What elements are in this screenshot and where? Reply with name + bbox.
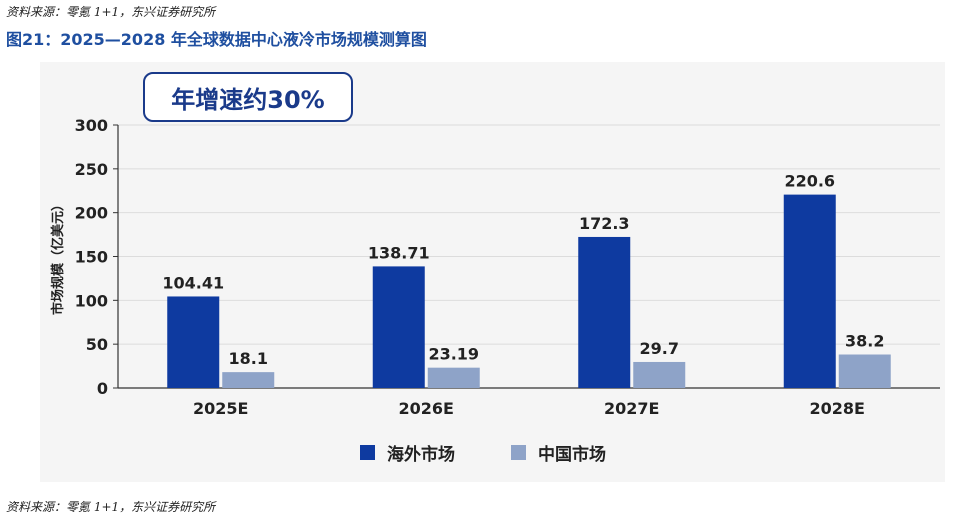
x-tick-label: 2028E [810, 399, 865, 418]
bar [427, 367, 480, 388]
data-label: 104.41 [162, 273, 224, 292]
data-label: 138.71 [368, 243, 430, 262]
legend: 海外市场 中国市场 [360, 440, 606, 465]
source-note-top: 资料来源：零氪 1+1，东兴证券研究所 [6, 5, 216, 19]
x-tick-label: 2027E [604, 399, 659, 418]
data-label: 29.7 [640, 339, 679, 358]
legend-label-overseas: 海外市场 [387, 445, 455, 465]
bar [578, 236, 631, 388]
y-tick-label: 200 [75, 204, 108, 223]
y-tick-label: 50 [86, 335, 108, 354]
legend-item-china: 中国市场 [511, 440, 606, 465]
source-note-bottom: 资料来源：零氪 1+1，东兴证券研究所 [6, 500, 216, 514]
bar [783, 194, 836, 388]
x-tick-label: 2025E [193, 399, 248, 418]
y-tick-label: 0 [97, 379, 108, 398]
y-tick-label: 150 [75, 248, 108, 267]
legend-item-overseas: 海外市场 [360, 440, 455, 465]
data-label: 38.2 [845, 332, 884, 351]
figure-title: 图21：2025—2028 年全球数据中心液冷市场规模测算图 [6, 30, 427, 49]
legend-label-china: 中国市场 [538, 445, 606, 465]
y-axis-title: 市场规模（亿美元） [50, 198, 66, 315]
growth-badge: 年增速约30% [143, 72, 353, 122]
bar [633, 361, 686, 388]
y-tick-label: 250 [75, 160, 108, 179]
data-label: 172.3 [579, 214, 630, 233]
legend-swatch-china [511, 445, 526, 460]
data-label: 23.19 [428, 345, 479, 364]
x-tick-label: 2026E [399, 399, 454, 418]
y-tick-label: 100 [75, 291, 108, 310]
bar [222, 372, 275, 388]
data-label: 18.1 [229, 349, 268, 368]
bar [167, 296, 220, 388]
data-label: 220.6 [784, 172, 835, 191]
legend-swatch-overseas [360, 445, 375, 460]
bar [838, 354, 891, 388]
bar [372, 266, 425, 388]
y-tick-label: 300 [75, 116, 108, 135]
